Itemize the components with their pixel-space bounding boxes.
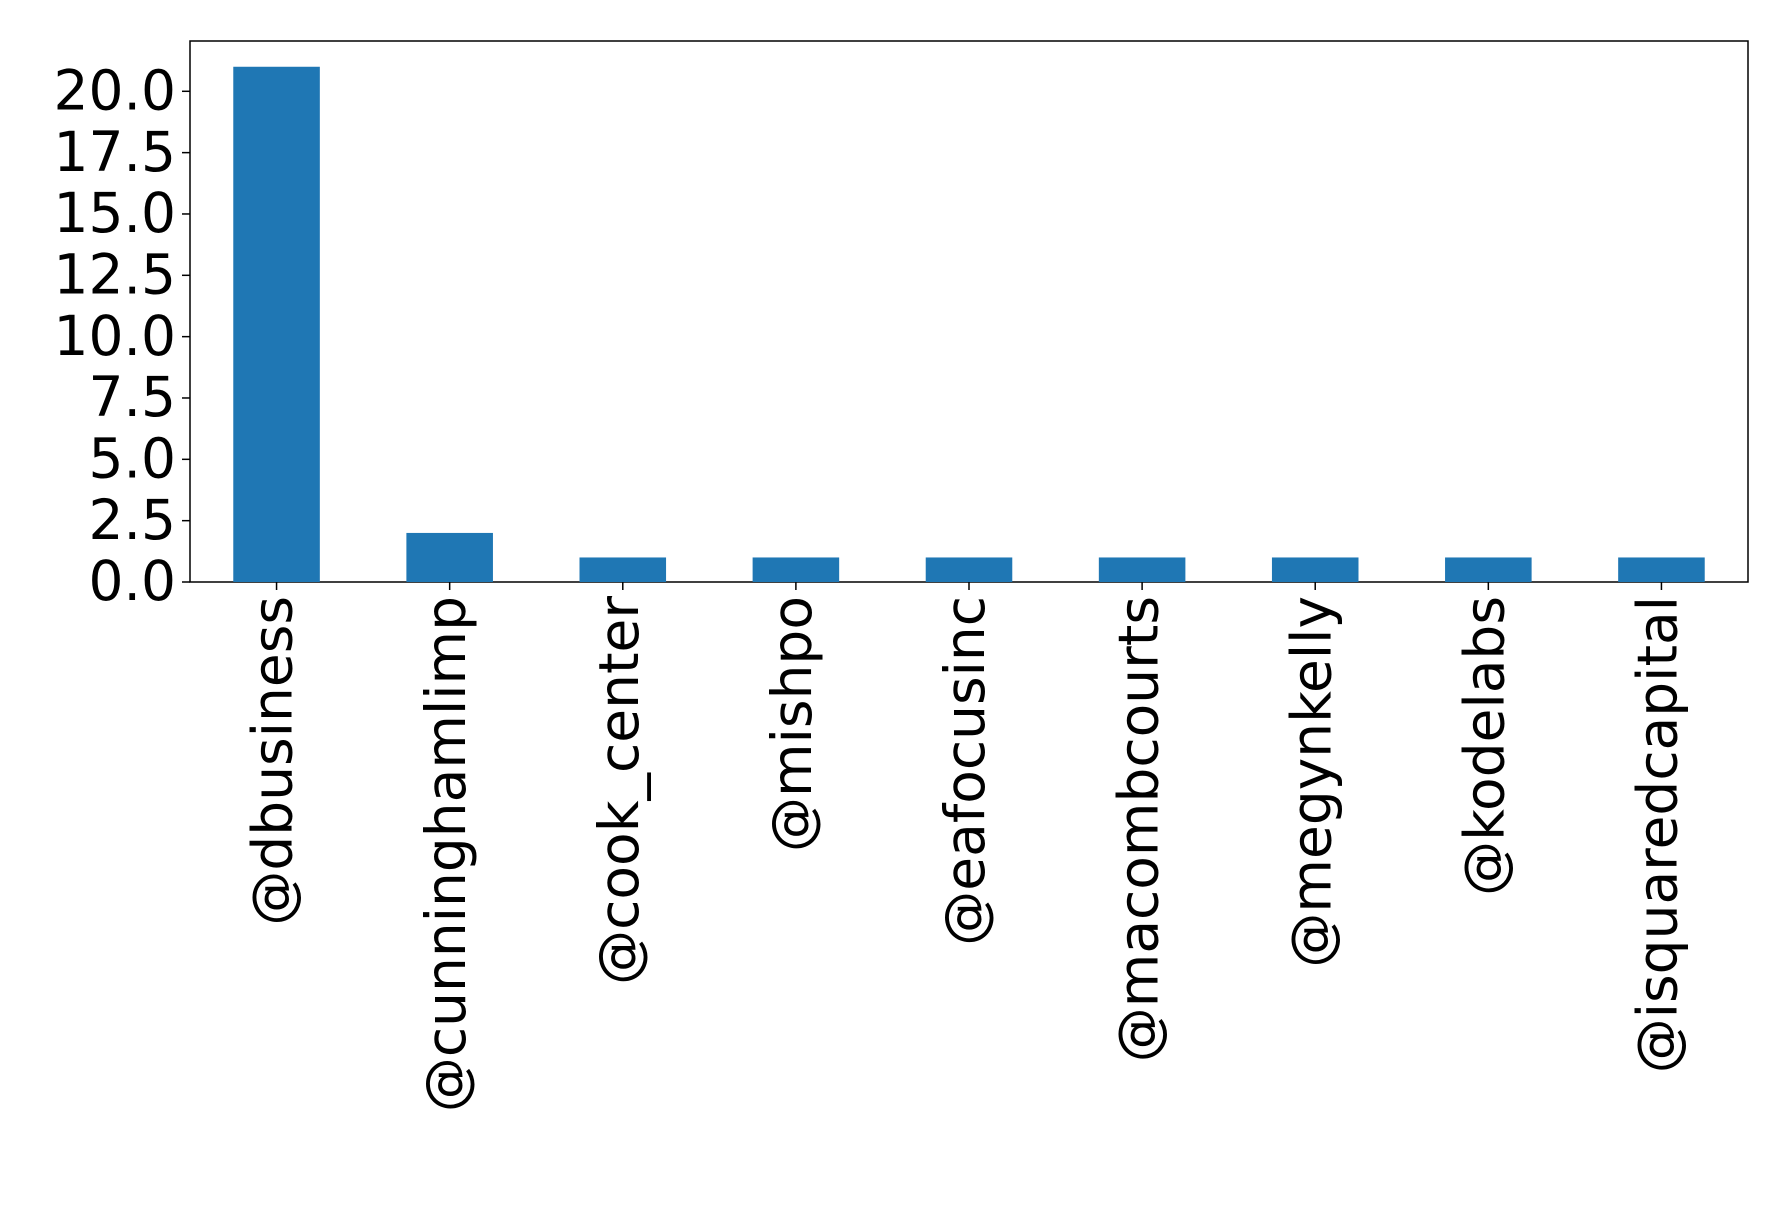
bar bbox=[925, 557, 1013, 582]
y-tick-label: 17.5 bbox=[54, 120, 176, 184]
y-tick-label: 20.0 bbox=[54, 58, 176, 122]
bar bbox=[1271, 557, 1359, 582]
bar bbox=[579, 557, 667, 582]
x-tick-label: @mishpo bbox=[760, 596, 824, 852]
x-tick-label: @cunninghamlimp bbox=[414, 596, 478, 1112]
bar bbox=[1098, 557, 1186, 582]
x-tick-label: @megynkelly bbox=[1279, 596, 1343, 968]
y-tick-label: 5.0 bbox=[89, 426, 176, 490]
y-tick-label: 15.0 bbox=[54, 181, 176, 245]
y-tick-label: 10.0 bbox=[54, 304, 176, 368]
plot-frame bbox=[189, 40, 1749, 583]
y-tick-label: 7.5 bbox=[89, 365, 176, 429]
y-tick-label: 2.5 bbox=[89, 488, 176, 552]
x-tick-label: @isquaredcapital bbox=[1626, 596, 1690, 1073]
bar bbox=[406, 532, 493, 582]
bar bbox=[752, 557, 840, 582]
x-tick-label: @eafocusinc bbox=[933, 596, 997, 946]
bar bbox=[1618, 557, 1705, 582]
y-tick-label: 12.5 bbox=[54, 242, 176, 306]
bar bbox=[233, 66, 320, 582]
x-tick-label: @dbusiness bbox=[241, 596, 305, 926]
x-tick-label: @cook_center bbox=[587, 596, 651, 985]
y-tick-label: 0.0 bbox=[89, 549, 176, 613]
bar bbox=[1445, 557, 1532, 582]
x-tick-label: @macombcourts bbox=[1106, 596, 1170, 1062]
x-tick-label: @kodelabs bbox=[1452, 596, 1516, 896]
